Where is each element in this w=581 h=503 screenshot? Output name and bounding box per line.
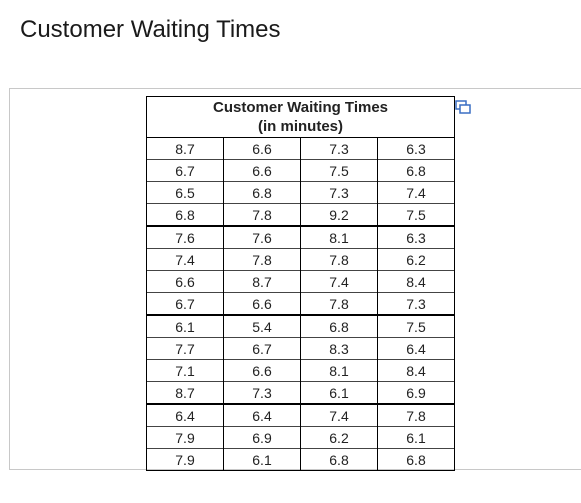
table-cell: 6.4 [377, 337, 455, 360]
table-cell: 6.6 [223, 292, 301, 316]
table-cell: 8.4 [377, 359, 455, 382]
table-cell: 6.1 [146, 314, 224, 338]
table-row: 6.1 5.4 6.8 7.5 [146, 314, 455, 338]
table-cell: 6.3 [377, 225, 455, 249]
table-cell: 6.6 [223, 359, 301, 382]
table-row: 6.8 7.8 9.2 7.5 [146, 203, 455, 227]
table-row: 6.7 6.6 7.5 6.8 [146, 159, 455, 182]
table-cell: 6.8 [377, 448, 455, 471]
table-body: 8.7 6.6 7.3 6.3 6.7 6.6 7.5 6.8 6.5 6.8 7.3 7.4 6.8 7… [146, 137, 455, 471]
table-cell: 7.6 [223, 225, 301, 249]
table-cell: 7.7 [146, 337, 224, 360]
table-cell: 8.7 [146, 137, 224, 160]
table-cell: 6.8 [300, 448, 378, 471]
table-row: 7.1 6.6 8.1 8.4 [146, 359, 455, 382]
table-row: 7.9 6.9 6.2 6.1 [146, 426, 455, 449]
table-cell: 7.3 [300, 137, 378, 160]
table-cell: 7.3 [300, 181, 378, 204]
table-cell: 8.3 [300, 337, 378, 360]
table-cell: 7.6 [146, 225, 224, 249]
table-cell: 6.7 [223, 337, 301, 360]
table-cell: 6.8 [377, 159, 455, 182]
table-cell: 7.4 [300, 403, 378, 427]
table-cell: 7.8 [300, 248, 378, 271]
table-row: 7.4 7.8 7.8 6.2 [146, 248, 455, 271]
table-row: 6.4 6.4 7.4 7.8 [146, 403, 455, 427]
table-cell: 8.1 [300, 225, 378, 249]
table-cell: 7.9 [146, 448, 224, 471]
table-row: 6.6 8.7 7.4 8.4 [146, 270, 455, 293]
table-row: 7.9 6.1 6.8 6.8 [146, 448, 455, 471]
header-line: (in minutes) [258, 118, 343, 135]
table-cell: 6.8 [300, 314, 378, 338]
table-cell: 7.4 [300, 270, 378, 293]
table-cell: 7.3 [223, 381, 301, 405]
table-row: 7.7 6.7 8.3 6.4 [146, 337, 455, 360]
table-cell: 6.6 [146, 270, 224, 293]
table-cell: 6.4 [146, 403, 224, 427]
table-row: 6.7 6.6 7.8 7.3 [146, 292, 455, 316]
table-cell: 8.1 [300, 359, 378, 382]
table-row: 6.5 6.8 7.3 7.4 [146, 181, 455, 204]
table-cell: 7.8 [300, 292, 378, 316]
table-row: 8.7 6.6 7.3 6.3 [146, 137, 455, 160]
table-cell: 6.1 [377, 426, 455, 449]
table-cell: 8.7 [223, 270, 301, 293]
table-cell: 6.6 [223, 159, 301, 182]
table-row: 7.6 7.6 8.1 6.3 [146, 225, 455, 249]
expand-icon[interactable] [455, 100, 471, 114]
table-cell: 7.5 [377, 203, 455, 227]
table-cell: 7.5 [377, 314, 455, 338]
table-cell: 7.9 [146, 426, 224, 449]
table-cell: 8.4 [377, 270, 455, 293]
table-cell: 6.1 [300, 381, 378, 405]
table-cell: 6.8 [146, 203, 224, 227]
table-cell: 6.7 [146, 159, 224, 182]
table-cell: 7.1 [146, 359, 224, 382]
table-cell: 6.2 [300, 426, 378, 449]
table-row: 8.7 7.3 6.1 6.9 [146, 381, 455, 405]
table-cell: 7.8 [223, 203, 301, 227]
table-cell: 6.4 [223, 403, 301, 427]
table-cell: 6.1 [223, 448, 301, 471]
table-cell: 6.7 [146, 292, 224, 316]
data-table: Customer Waiting Times (in minutes) 8.7 6… [146, 96, 455, 471]
table-cell: 7.5 [300, 159, 378, 182]
table-cell: 7.4 [377, 181, 455, 204]
table-cell: 6.2 [377, 248, 455, 271]
page-title: Customer Waiting Times [20, 16, 281, 43]
table-cell: 6.9 [377, 381, 455, 405]
table-cell: 7.3 [377, 292, 455, 316]
table-cell: 6.3 [377, 137, 455, 160]
table-cell: 5.4 [223, 314, 301, 338]
table-cell: 6.5 [146, 181, 224, 204]
table-cell: 9.2 [300, 203, 378, 227]
table-cell: 6.6 [223, 137, 301, 160]
header-row: Customer Waiting Times (in minutes) [146, 96, 455, 138]
table-cell: 7.4 [146, 248, 224, 271]
header-line: Customer Waiting Times [212, 99, 389, 116]
table-cell: 8.7 [146, 381, 224, 405]
table-cell: 6.9 [223, 426, 301, 449]
table-header: Customer Waiting Times (in minutes) [146, 96, 455, 138]
table-cell: 7.8 [223, 248, 301, 271]
table-cell: 7.8 [377, 403, 455, 427]
table-cell: 6.8 [223, 181, 301, 204]
